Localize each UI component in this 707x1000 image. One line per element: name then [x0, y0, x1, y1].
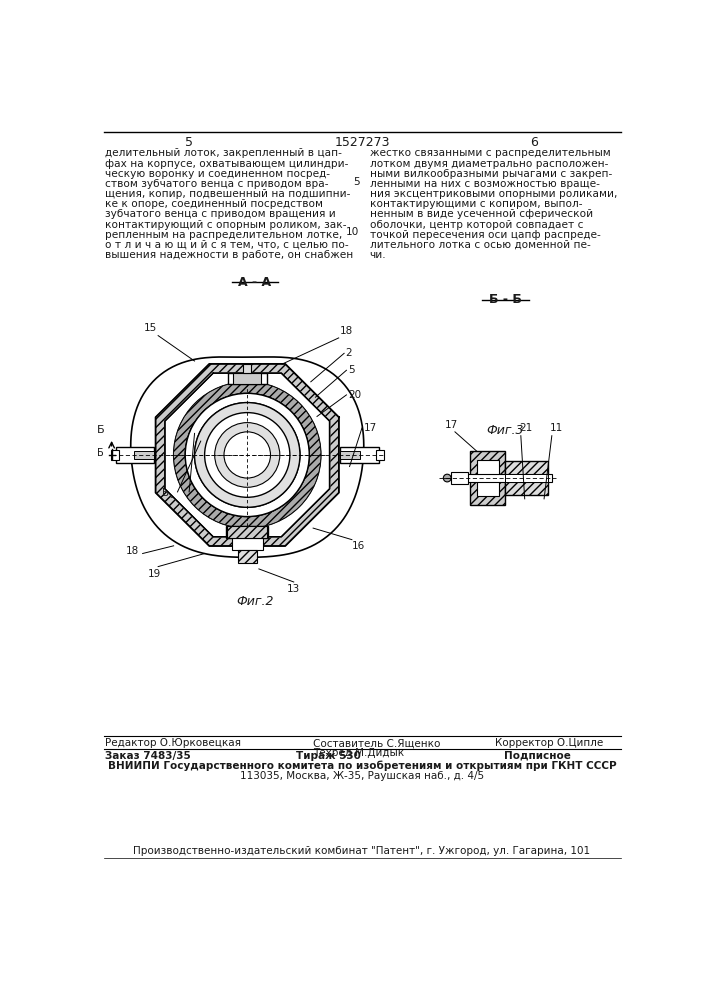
- Text: 6: 6: [168, 490, 175, 500]
- Text: ния эксцентриковыми опорными роликами,: ния эксцентриковыми опорными роликами,: [370, 189, 617, 199]
- Text: Б - Б: Б - Б: [489, 293, 522, 306]
- Text: 18: 18: [126, 546, 139, 556]
- FancyBboxPatch shape: [243, 364, 251, 373]
- FancyBboxPatch shape: [134, 451, 154, 459]
- Text: Б: Б: [97, 425, 105, 435]
- Text: Фиг.2: Фиг.2: [236, 595, 274, 608]
- Text: оболочки, центр которой совпадает с: оболочки, центр которой совпадает с: [370, 220, 583, 230]
- Text: лотком двумя диаметрально расположен-: лотком двумя диаметрально расположен-: [370, 159, 608, 169]
- Text: 6: 6: [530, 136, 538, 149]
- FancyBboxPatch shape: [340, 447, 379, 463]
- Text: 17: 17: [363, 423, 377, 433]
- Text: Техред М.Дидык: Техред М.Дидык: [313, 748, 404, 758]
- Text: Подписное: Подписное: [504, 751, 571, 761]
- Text: Составитель С.Ященко: Составитель С.Ященко: [313, 738, 440, 748]
- Text: ненным в виде усеченной сферической: ненным в виде усеченной сферической: [370, 209, 593, 219]
- Circle shape: [224, 432, 271, 478]
- FancyBboxPatch shape: [340, 451, 361, 459]
- FancyBboxPatch shape: [233, 373, 261, 384]
- Text: 17: 17: [445, 420, 457, 430]
- Text: Б: Б: [163, 488, 170, 498]
- Text: Корректор О.Ципле: Корректор О.Ципле: [495, 738, 604, 748]
- Text: фах на корпусе, охватывающем цилиндри-: фах на корпусе, охватывающем цилиндри-: [105, 159, 349, 169]
- Polygon shape: [165, 373, 329, 537]
- Text: зубчатого венца с приводом вращения и: зубчатого венца с приводом вращения и: [105, 209, 336, 219]
- Polygon shape: [165, 373, 329, 537]
- Text: Редактор О.Юрковецкая: Редактор О.Юрковецкая: [105, 738, 241, 748]
- Text: 1527273: 1527273: [334, 136, 390, 149]
- Text: репленным на распределительном лотке,: репленным на распределительном лотке,: [105, 230, 343, 240]
- Text: 15: 15: [144, 323, 157, 333]
- Polygon shape: [156, 364, 339, 546]
- Text: ческую воронку и соединенном посред-: ческую воронку и соединенном посред-: [105, 169, 330, 179]
- Circle shape: [204, 413, 290, 497]
- Text: жестко связанными с распределительным: жестко связанными с распределительным: [370, 148, 610, 158]
- FancyBboxPatch shape: [506, 461, 548, 495]
- Text: делительный лоток, закрепленный в цап-: делительный лоток, закрепленный в цап-: [105, 148, 342, 158]
- Text: 10: 10: [346, 227, 360, 237]
- FancyBboxPatch shape: [227, 526, 267, 538]
- Text: Производственно-издательский комбинат "Патент", г. Ужгород, ул. Гагарина, 101: Производственно-издательский комбинат "П…: [134, 846, 590, 856]
- Wedge shape: [174, 382, 321, 528]
- Polygon shape: [156, 364, 339, 546]
- Text: о т л и ч а ю щ и й с я тем, что, с целью по-: о т л и ч а ю щ и й с я тем, что, с цель…: [105, 240, 349, 250]
- FancyBboxPatch shape: [226, 526, 268, 538]
- Text: ством зубчатого венца с приводом вра-: ством зубчатого венца с приводом вра-: [105, 179, 329, 189]
- Text: точкой пересечения оси цапф распреде-: точкой пересечения оси цапф распреде-: [370, 230, 600, 240]
- Polygon shape: [131, 357, 364, 557]
- FancyBboxPatch shape: [228, 373, 267, 384]
- Text: 18: 18: [340, 326, 354, 336]
- Circle shape: [174, 382, 321, 528]
- Text: 5: 5: [185, 136, 193, 149]
- Text: контактирующими с копиром, выпол-: контактирующими с копиром, выпол-: [370, 199, 582, 209]
- Text: ными вилкообразными рычагами с закреп-: ными вилкообразными рычагами с закреп-: [370, 169, 612, 179]
- FancyBboxPatch shape: [470, 451, 506, 505]
- Text: 20: 20: [348, 390, 361, 400]
- Circle shape: [194, 403, 300, 507]
- Text: вышения надежности в работе, он снабжен: вышения надежности в работе, он снабжен: [105, 250, 354, 260]
- Text: 5: 5: [348, 365, 355, 375]
- Text: чи.: чи.: [370, 250, 386, 260]
- Text: Тираж 530: Тираж 530: [296, 751, 361, 761]
- Text: Фиг.3: Фиг.3: [486, 424, 524, 437]
- Text: 16: 16: [352, 541, 365, 551]
- Circle shape: [185, 393, 309, 517]
- Text: 5: 5: [353, 177, 360, 187]
- FancyBboxPatch shape: [232, 538, 263, 550]
- Text: ке к опоре, соединенный посредством: ке к опоре, соединенный посредством: [105, 199, 323, 209]
- FancyBboxPatch shape: [451, 472, 468, 484]
- FancyBboxPatch shape: [477, 460, 499, 496]
- Text: лительного лотка с осью доменной пе-: лительного лотка с осью доменной пе-: [370, 240, 590, 250]
- Text: Заказ 7483/35: Заказ 7483/35: [105, 751, 191, 761]
- Text: контактирующий с опорным роликом, зак-: контактирующий с опорным роликом, зак-: [105, 220, 347, 230]
- Circle shape: [194, 403, 300, 507]
- Text: 11: 11: [550, 423, 563, 433]
- Text: ленными на них с возможностью враще-: ленными на них с возможностью враще-: [370, 179, 600, 189]
- Text: 19: 19: [148, 569, 161, 579]
- FancyBboxPatch shape: [115, 447, 154, 463]
- FancyBboxPatch shape: [451, 474, 552, 482]
- Text: ВНИИПИ Государственного комитета по изобретениям и открытиям при ГКНТ СССР: ВНИИПИ Государственного комитета по изоб…: [107, 761, 617, 771]
- Text: Б: Б: [98, 448, 104, 458]
- FancyBboxPatch shape: [376, 450, 384, 460]
- Circle shape: [215, 423, 280, 487]
- Text: 2: 2: [346, 348, 352, 358]
- FancyBboxPatch shape: [238, 550, 257, 563]
- Text: щения, копир, подвешенный на подшипни-: щения, копир, подвешенный на подшипни-: [105, 189, 351, 199]
- Text: 13: 13: [287, 584, 300, 594]
- FancyBboxPatch shape: [111, 450, 119, 460]
- Text: 113035, Москва, Ж-35, Раушская наб., д. 4/5: 113035, Москва, Ж-35, Раушская наб., д. …: [240, 771, 484, 781]
- Circle shape: [185, 393, 309, 517]
- Circle shape: [443, 474, 451, 482]
- Text: 21: 21: [519, 423, 532, 433]
- FancyBboxPatch shape: [506, 474, 548, 482]
- Text: А - А: А - А: [238, 276, 271, 289]
